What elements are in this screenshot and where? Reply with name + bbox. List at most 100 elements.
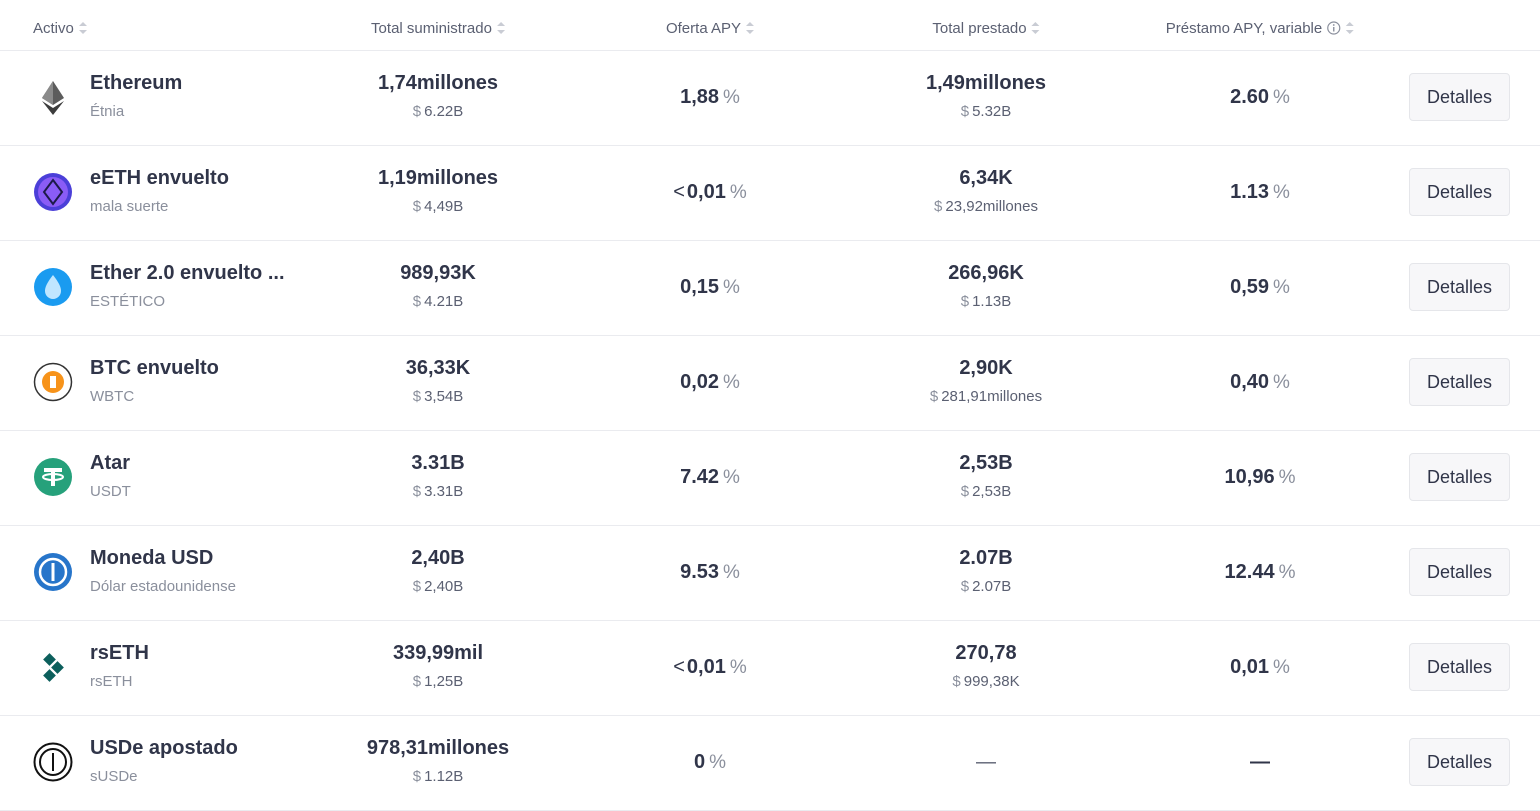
details-button[interactable]: Detalles (1409, 643, 1510, 691)
currency-sign: $ (412, 578, 422, 595)
usd-value: 1.12B (424, 768, 464, 785)
apy-prefix: < (673, 181, 685, 203)
column-header[interactable]: Total prestado (932, 20, 1040, 38)
sort-icon (1346, 22, 1355, 34)
apy-unit: % (723, 87, 740, 108)
asset-name: rsETH (90, 642, 149, 664)
usd-amount: $4.21B (413, 293, 464, 311)
amount: 3.31B (411, 452, 465, 474)
details-button[interactable]: Detalles (1409, 168, 1510, 216)
usd-value: 5.32B (972, 103, 1012, 120)
details-button[interactable]: Detalles (1409, 548, 1510, 596)
currency-sign: $ (412, 103, 422, 120)
apy-unit: % (1273, 277, 1290, 298)
usd-amount: $2,40B (413, 578, 464, 596)
usd-value: 1,25B (424, 673, 464, 690)
asset-row: Ether 2.0 envuelto ... ESTÉTICO 989,93K $4.… (0, 240, 1540, 336)
currency-sign: $ (929, 388, 939, 405)
apy: 0,02% (680, 370, 740, 395)
asset-name: Moneda USD (90, 547, 214, 569)
currency-sign: $ (934, 198, 943, 215)
currency-sign: $ (412, 483, 422, 500)
apy-unit: % (729, 657, 747, 678)
column-label: Préstamo APY, variable (1165, 20, 1323, 37)
apy-value: 0 (693, 751, 706, 773)
column-label: Activo (33, 20, 74, 37)
apy-value: 10,96 (1224, 466, 1275, 488)
column-header[interactable]: Activo (33, 20, 87, 38)
usd-value: 2,40B (424, 578, 464, 595)
asset-symbol: sUSDe (90, 768, 138, 785)
asset-row: eETH envuelto mala suerte 1,19millones $4,4… (0, 145, 1540, 241)
apy: 2.60% (1230, 85, 1290, 110)
asset-icon (34, 173, 72, 211)
apy-value: 0,15 (680, 276, 720, 298)
amount: 2.07B (959, 547, 1013, 569)
column-label: Total suministrado (371, 20, 492, 37)
apy: <0,01% (673, 180, 747, 205)
usd-value: 3.31B (424, 483, 464, 500)
apy: 1,88% (680, 85, 740, 110)
details-button[interactable]: Detalles (1409, 738, 1510, 786)
column-header[interactable]: Préstamo APY, variable (1165, 20, 1355, 38)
details-button[interactable]: Detalles (1409, 453, 1510, 501)
row-separator (0, 620, 1540, 621)
apy-value: 2.60 (1230, 86, 1270, 108)
asset-symbol: rsETH (90, 673, 133, 690)
asset-row: USDe apostado sUSDe 978,31millones $1.12B 0%… (0, 715, 1540, 811)
details-button[interactable]: Detalles (1409, 358, 1510, 406)
apy-unit: % (1273, 372, 1290, 393)
asset-name: eETH envuelto (90, 167, 229, 189)
amount: 36,33K (405, 357, 471, 379)
asset-name: Ether 2.0 envuelto ... (90, 262, 285, 284)
usd-value: 2,53B (972, 483, 1012, 500)
apy-unit: % (1273, 657, 1290, 678)
row-separator (0, 525, 1540, 526)
currency-sign: $ (412, 198, 422, 215)
details-button[interactable]: Detalles (1409, 263, 1510, 311)
asset-row: Atar USDT 3.31B $3.31B 7.42% 2,53B $2,53B 10,96… (0, 430, 1540, 526)
row-separator (0, 50, 1540, 51)
row-separator (0, 430, 1540, 431)
apy: 12.44% (1225, 560, 1296, 585)
column-header[interactable]: Oferta APY (666, 20, 755, 38)
column-header[interactable]: Total suministrado (371, 20, 505, 38)
asset-name: USDe apostado (90, 737, 238, 759)
apy: 1.13% (1230, 180, 1290, 205)
apy-unit: % (1273, 182, 1290, 203)
apy-value: 9.53 (680, 561, 720, 583)
usd-value: 4,49B (424, 198, 464, 215)
apy-value: 12.44 (1224, 561, 1275, 583)
amount: 1,74millones (377, 72, 499, 94)
apy-value: 1,88 (680, 86, 720, 108)
apy-unit: % (1278, 562, 1296, 583)
asset-name: Atar (90, 452, 131, 474)
amount: 2,40B (411, 547, 465, 569)
apy: 0,15% (680, 275, 740, 300)
amount: 266,96K (948, 262, 1024, 284)
usd-amount: $999,38K (952, 673, 1019, 691)
row-separator (0, 240, 1540, 241)
details-button[interactable]: Detalles (1409, 73, 1510, 121)
asset-row: rsETH rsETH 339,99mil $1,25B <0,01% 270,78 $99… (0, 620, 1540, 716)
asset-row: BTC envuelto WBTC 36,33K $3,54B 0,02% 2,90K $2… (0, 335, 1540, 431)
asset-symbol: WBTC (90, 388, 135, 405)
amount: 989,93K (400, 262, 476, 284)
apy-unit: % (1273, 87, 1290, 108)
asset-row: Ethereum Étnia 1,74millones $6.22B 1,88% 1,49… (0, 50, 1540, 146)
apy-unit: % (1278, 467, 1296, 488)
apy: 10,96% (1225, 465, 1296, 490)
asset-name: Ethereum (90, 72, 183, 94)
sort-icon (496, 22, 505, 34)
sort-icon (746, 22, 755, 34)
usd-value: 4.21B (424, 293, 464, 310)
amount: — (976, 751, 996, 773)
apy-value: — (1250, 751, 1270, 773)
asset-icon (43, 653, 64, 682)
apy-unit: % (723, 372, 740, 393)
apy-prefix: < (673, 656, 685, 678)
currency-sign: $ (412, 768, 422, 785)
asset-name: BTC envuelto (90, 357, 219, 379)
usd-amount: $4,49B (413, 198, 464, 216)
info-icon[interactable] (1327, 21, 1341, 35)
